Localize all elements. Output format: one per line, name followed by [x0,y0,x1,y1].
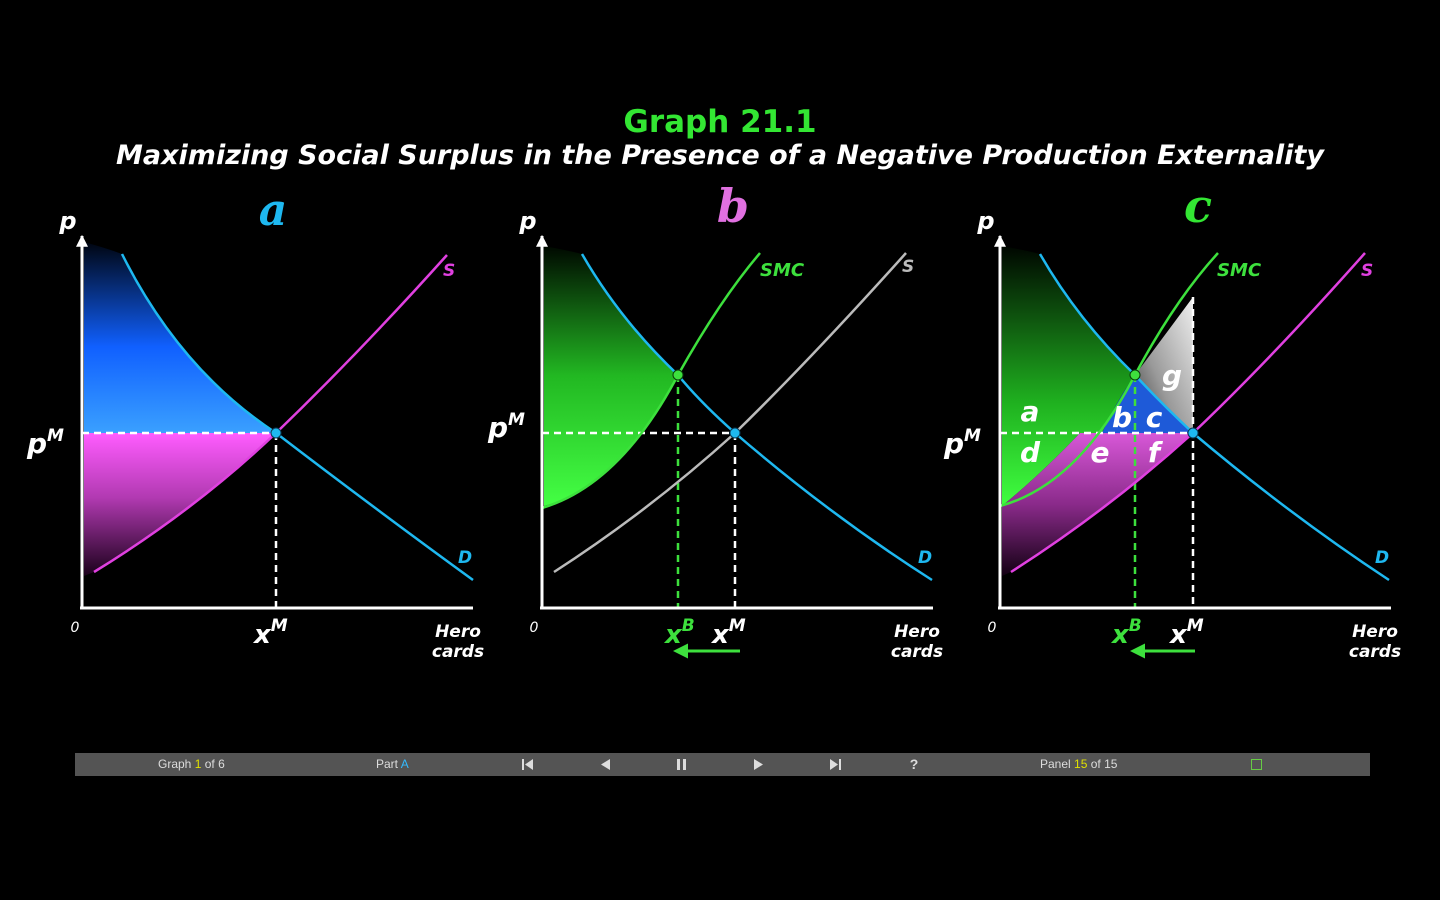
graph-title: Graph 21.1 [623,104,817,140]
private-supply-curve-label: S [902,257,914,277]
origin-label: 0 [988,620,997,636]
market-equilibrium-point [1187,427,1199,439]
skip-to-start-icon [521,759,533,770]
x-axis-label: Hero cards [1349,622,1401,662]
demand-curve-label: D [458,548,472,568]
demand-curve-label: D [918,548,932,568]
step-back-button[interactable] [595,753,615,776]
area-label-a: a [1021,395,1040,428]
area-label-d: d [1020,436,1041,469]
quantity-label-market: xM [252,616,288,650]
panel-letter: b [717,179,749,233]
panel-a: a p pM 0 xM Hero cards S D [26,185,484,662]
market-equilibrium-point [729,427,741,439]
market-equilibrium-point [270,427,282,439]
price-label: pM [487,410,525,444]
area-c [1135,375,1193,433]
panel-b: b p pM 0 xB xM Hero cards SMC S D [487,179,943,662]
panel-c: a b c d e f g c p pM 0 xB xM Hero cards S… [943,179,1401,662]
price-axis-label: p [976,207,994,235]
panel-letter: c [1184,179,1212,233]
panel-counter: Panel 15 of 15 [1040,757,1118,771]
area-label-f: f [1148,436,1164,469]
quantity-label-optimal: xB [663,616,695,650]
quantity-label-market: xM [1168,616,1204,650]
pause-button[interactable] [671,753,691,776]
private-supply-curve-label: S [1361,261,1373,281]
optimal-point [672,369,684,381]
x-axis-label: Hero cards [432,622,484,662]
part-indicator: Part A [376,757,409,771]
consumer-surplus-area [84,242,276,433]
price-axis-label: p [518,207,536,235]
pause-icon [676,759,686,770]
optimal-point [1129,369,1141,381]
price-axis-label: p [58,207,76,235]
playback-control-bar: Graph 1 of 6 Part A ? Panel 15 of 15 [75,753,1370,776]
panel-letter: a [259,185,288,236]
quantity-label-market: xM [710,616,746,650]
area-label-g: g [1162,359,1182,392]
step-back-icon [600,759,610,770]
origin-label: 0 [71,620,80,636]
step-forward-button[interactable] [748,753,768,776]
area-g [1135,297,1193,433]
demand-curve [1038,253,1390,582]
price-label: pM [943,426,981,460]
smc-curve-label: SMC [760,260,805,281]
area-label-e: e [1091,436,1110,469]
demand-curve [580,253,933,582]
graph-subtitle: Maximizing Social Surplus in the Presenc… [116,140,1324,171]
area-label-c: c [1146,401,1163,434]
area-a-d [1002,246,1135,506]
supply-curve-label: S [443,261,455,281]
help-button[interactable]: ? [909,756,919,772]
graph-current-number: 1 [194,757,202,771]
fullscreen-icon [1250,759,1262,770]
skip-to-end-button[interactable] [825,753,845,776]
fullscreen-button[interactable] [1246,753,1266,776]
area-label-b: b [1112,401,1132,434]
step-forward-icon [753,759,763,770]
quantity-label-optimal: xB [1110,616,1142,650]
area-e-f [1002,433,1193,576]
charts-area: a p pM 0 xM Hero cards S D b p pM [26,179,1401,662]
x-axis-label: Hero cards [891,622,943,662]
smc-curve-label: SMC [1217,260,1262,281]
graph-counter: Graph 1 of 6 [158,757,225,771]
part-value: A [400,757,409,771]
social-surplus-area [544,246,678,506]
skip-to-start-button[interactable] [517,753,537,776]
origin-label: 0 [530,620,539,636]
demand-curve-label: D [1375,548,1389,568]
skip-to-end-icon [829,759,841,770]
panel-current-number: 15 [1074,757,1088,771]
price-label: pM [26,426,64,460]
producer-surplus-area [84,433,276,576]
